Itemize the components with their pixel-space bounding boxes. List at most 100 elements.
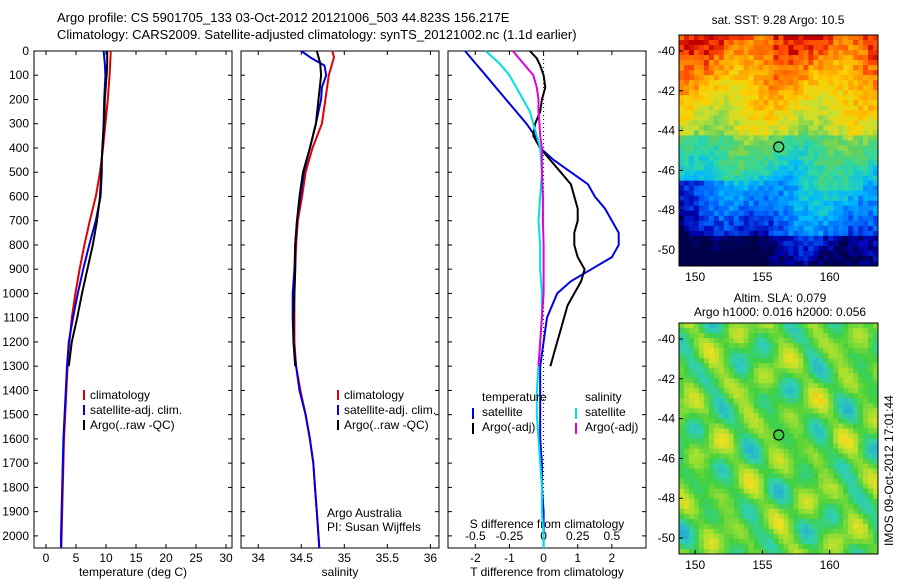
map-y-tick-label: -40 (658, 332, 676, 346)
map-y-tick-label: -42 (658, 84, 676, 98)
plot-frame (447, 50, 647, 549)
salinity-tick-label: -0.25 (496, 529, 524, 543)
salinity-tick-label: 0.5 (604, 529, 621, 543)
argo-position-marker (773, 141, 785, 153)
y-tick-label: 1700 (2, 456, 29, 470)
y-tick-label: 0 (22, 44, 29, 58)
map-x-tick-label: 150 (685, 558, 705, 572)
y-tick-label: 1800 (2, 480, 29, 494)
map-x-tick-label: 155 (752, 270, 772, 284)
map-y-tick-label: -44 (658, 412, 676, 426)
map-y-tick-label: -48 (658, 203, 676, 217)
series-line-S_argo (512, 50, 545, 367)
map-x-tick-label: 160 (820, 270, 840, 284)
y-tick-label: 900 (9, 262, 29, 276)
x-tick-label: -1 (504, 551, 515, 565)
map-frame (678, 34, 879, 267)
legend-header-temperature: temperature (482, 390, 547, 404)
sla-map-title-line2: Argo h1000: 0.016 h2000: 0.056 (694, 305, 866, 319)
side-stamp: IMOS 09-Oct-2012 17:01:44 (882, 395, 896, 546)
legend-label: satellite-adj. clim. (344, 403, 436, 417)
argo-position-marker (773, 429, 785, 441)
map-y-tick-label: -50 (658, 531, 676, 545)
x-tick-label: 34 (252, 551, 266, 565)
map-y-tick-label: -46 (658, 163, 676, 177)
legend-label: Argo(-adj) (585, 420, 638, 434)
map-y-tick-label: -48 (658, 491, 676, 505)
salinity-tick-label: -0.5 (465, 529, 486, 543)
x-tick-label: 30 (219, 551, 233, 565)
header-line2: Climatology: CARS2009. Satellite-adjuste… (57, 27, 577, 42)
legend-label: Argo(-adj) (482, 420, 535, 434)
difference-panel: -2 -1 0 1 2T difference from climatology -0.5… (447, 50, 647, 579)
x-tick-label: 10 (99, 551, 113, 565)
map-y-tick-label: -50 (658, 243, 676, 257)
y-tick-label: 1000 (2, 286, 29, 300)
legend-label: satellite (482, 405, 523, 419)
legend-label: Argo(..raw -QC) (344, 418, 429, 432)
credit-line2: PI: Susan Wijffels (327, 520, 421, 534)
y-tick-label: 300 (9, 117, 29, 131)
x-tick-label: -2 (470, 551, 481, 565)
x-axis-label: salinity (322, 565, 359, 579)
map-y-tick-label: -42 (658, 372, 676, 386)
sst-map-title: sat. SST: 9.28 Argo: 10.5 (712, 13, 845, 27)
sla-map-panel: 150 155 160 -40 -42 -44 -46 -48 -50 (658, 322, 879, 572)
legend-label: satellite-adj. clim. (90, 403, 182, 417)
series-line-T_satellite (464, 50, 620, 548)
x-tick-label: 5 (73, 551, 80, 565)
credit-line1: Argo Australia (327, 506, 402, 520)
legend-label: satellite (585, 405, 626, 419)
y-tick-label: 600 (9, 189, 29, 203)
y-tick-label: 1400 (2, 383, 29, 397)
map-x-tick-label: 155 (752, 558, 772, 572)
legend-label: climatology (344, 388, 404, 402)
y-tick-label: 1100 (3, 311, 29, 325)
y-tick-label: 1600 (2, 432, 29, 446)
y-tick-label: 1900 (2, 505, 29, 519)
x-axis-label: T difference from climatology (470, 565, 624, 579)
y-tick-label: 1300 (2, 359, 29, 373)
x-tick-label: 15 (129, 551, 143, 565)
x-tick-label: 25 (189, 551, 203, 565)
x-tick-label: 36 (424, 551, 438, 565)
x-tick-label: 2 (609, 551, 616, 565)
sla-map-title-line1: Altim. SLA: 0.079 (734, 291, 827, 305)
header-line1: Argo profile: CS 5901705_133 03-Oct-2012… (57, 10, 510, 25)
series-line-T_argo (529, 50, 586, 367)
plot-frame (240, 50, 440, 549)
map-x-tick-label: 160 (820, 558, 840, 572)
y-tick-label: 700 (9, 214, 29, 228)
salinity-axis-label: S difference from climatology (470, 517, 625, 531)
map-frame (678, 322, 879, 555)
map-image (679, 35, 878, 266)
sst-map-panel: 150 155 160 -40 -42 -44 -46 -48 -50 (658, 34, 879, 284)
x-axis-label: temperature (deg C) (79, 565, 187, 579)
map-image (679, 323, 878, 554)
y-tick-label: 500 (9, 165, 29, 179)
x-tick-label: 20 (159, 551, 173, 565)
series-line-S_satellite (484, 50, 545, 548)
map-y-tick-label: -44 (658, 124, 676, 138)
x-tick-label: 35.5 (376, 551, 400, 565)
y-tick-label: 400 (9, 141, 29, 155)
x-tick-label: 0 (540, 551, 547, 565)
map-y-tick-label: -46 (658, 451, 676, 465)
legend-label: climatology (90, 388, 150, 402)
x-tick-label: 0 (43, 551, 50, 565)
map-x-tick-label: 150 (685, 270, 705, 284)
x-tick-label: 35 (338, 551, 352, 565)
map-y-tick-label: -40 (658, 44, 676, 58)
legend-label: Argo(..raw -QC) (90, 418, 175, 432)
y-tick-label: 100 (9, 68, 29, 82)
legend-header-salinity: salinity (585, 390, 622, 404)
y-tick-label: 2000 (2, 529, 29, 543)
x-tick-label: 34.5 (290, 551, 314, 565)
salinity-panel: 34 34.5 35 35.5 36 salinity climatologysatelli… (240, 50, 440, 579)
temperature-panel: 0100200300400500600700800900100011001200… (2, 44, 233, 579)
y-tick-label: 200 (9, 92, 29, 106)
series-line-argo (67, 51, 109, 367)
series-line-argo (292, 50, 323, 367)
salinity-tick-label: 0.25 (566, 529, 590, 543)
